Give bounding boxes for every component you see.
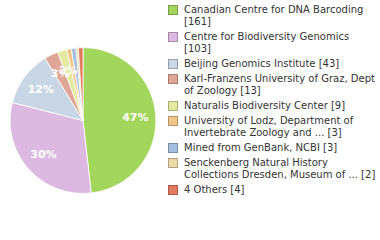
html-text:Beijing Genomics Institute [43: Beijing Genomics Institute [43]: [184, 58, 340, 69]
html-text:Karl-Franzens University of Gr: Karl-Franzens University of Graz, Dept o…: [184, 73, 375, 96]
html-text:4 Others [4]: 4 Others [4]: [184, 184, 245, 195]
html-text:University of Lodz, Department: University of Lodz, Department of Invert…: [184, 115, 354, 138]
svg-text:2%: 2%: [59, 64, 78, 77]
html-text:Senckenberg Natural History Co: Senckenberg Natural History Collections …: [184, 157, 376, 180]
svg-text:30%: 30%: [30, 148, 56, 161]
html-text:Mined from GenBank, NCBI [3]: Mined from GenBank, NCBI [3]: [184, 142, 338, 153]
svg-text:47%: 47%: [122, 111, 148, 124]
html-text:Centre for Biodiversity Genomi: Centre for Biodiversity Genomics [103]: [184, 31, 350, 54]
html-text:Canadian Centre for DNA Barcod: Canadian Centre for DNA Barcoding [161]: [184, 4, 364, 27]
html-text:Naturalis Biodiversity Center: Naturalis Biodiversity Center [9]: [184, 100, 346, 111]
svg-text:12%: 12%: [28, 83, 54, 96]
